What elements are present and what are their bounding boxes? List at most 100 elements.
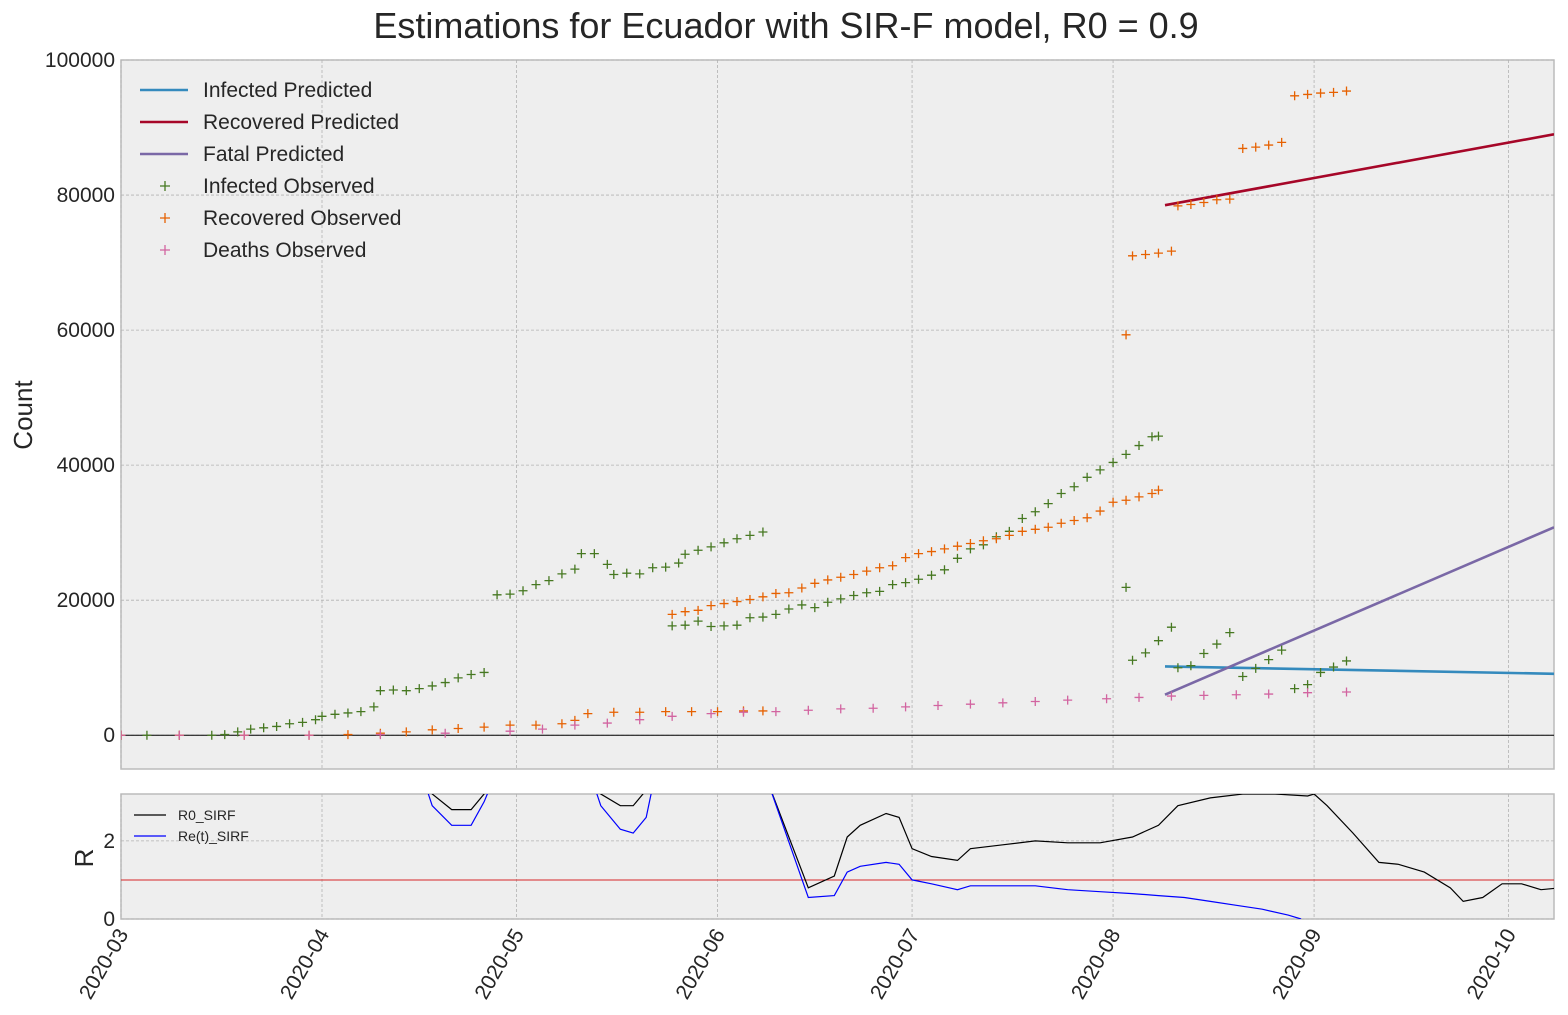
data-point (901, 702, 911, 712)
data-point (1212, 639, 1222, 649)
data-point (849, 570, 859, 580)
data-point (1329, 662, 1339, 672)
data-point (771, 609, 781, 619)
data-point (330, 709, 340, 719)
data-point (427, 681, 437, 691)
data-point (719, 621, 729, 631)
data-point (272, 721, 282, 731)
data-point (803, 705, 813, 715)
data-point (1303, 688, 1313, 698)
main-gridlines (120, 59, 1554, 769)
data-point (680, 549, 690, 559)
data-point (304, 730, 314, 740)
data-point (648, 563, 658, 573)
data-point (1342, 656, 1352, 666)
r-y-axis-label: R (69, 849, 99, 868)
data-point (1030, 524, 1040, 534)
data-point (589, 549, 599, 559)
x-tick-label: 2020-07 (866, 925, 924, 1003)
data-point (1153, 636, 1163, 646)
data-point (933, 701, 943, 711)
data-point (1238, 143, 1248, 153)
data-point (518, 586, 528, 596)
data-point (713, 707, 723, 717)
data-point (440, 728, 450, 738)
x-tick-label: 2020-10 (1462, 925, 1520, 1003)
data-point (1264, 655, 1274, 665)
data-point (1095, 506, 1105, 516)
data-point (343, 708, 353, 718)
data-point (1238, 671, 1248, 681)
data-point (635, 715, 645, 725)
data-point (901, 553, 911, 563)
data-point (207, 730, 217, 740)
data-point (797, 600, 807, 610)
data-point (557, 719, 567, 729)
r-legend: R0_SIRF Re(t)_SIRF (134, 807, 249, 844)
data-point (1264, 140, 1274, 150)
data-point (1199, 197, 1209, 207)
data-point (544, 576, 554, 586)
data-point (1134, 441, 1144, 451)
data-point (939, 544, 949, 554)
data-point (862, 588, 872, 598)
data-point (1030, 696, 1040, 706)
data-point (1121, 449, 1131, 459)
data-point (453, 723, 463, 733)
main-y-tick-label: 40000 (57, 454, 115, 477)
legend-label: Recovered Predicted (203, 111, 399, 134)
main-series-layer (121, 86, 1554, 740)
data-point (1102, 694, 1112, 704)
data-point (927, 547, 937, 557)
data-point (401, 686, 411, 696)
data-point (1108, 457, 1118, 467)
data-point (661, 707, 671, 717)
main-plot-area (120, 59, 1555, 770)
data-point (1153, 431, 1163, 441)
data-point (174, 730, 184, 740)
data-point (401, 727, 411, 737)
data-point (732, 620, 742, 630)
data-point (531, 580, 541, 590)
data-point (1173, 663, 1183, 673)
data-point (1316, 88, 1326, 98)
data-point (1277, 645, 1287, 655)
main-y-axis-label: Count (8, 380, 38, 450)
data-point (1017, 526, 1027, 536)
data-point (1069, 482, 1079, 492)
data-point (1082, 513, 1092, 523)
data-point (836, 572, 846, 582)
data-point (142, 730, 152, 740)
legend-marker-swatch (160, 213, 170, 223)
data-point (680, 620, 690, 630)
data-point (1056, 518, 1066, 528)
r-y-tick-labels: 02 (103, 830, 115, 931)
r-legend-label: Re(t)_SIRF (178, 828, 249, 844)
data-point (1017, 513, 1027, 523)
data-point (810, 578, 820, 588)
data-point (1251, 142, 1261, 152)
data-point (849, 590, 859, 600)
series-line-fatal-predicted (1164, 526, 1554, 696)
data-point (693, 545, 703, 555)
data-point (298, 717, 308, 727)
data-point (317, 711, 327, 721)
data-point (492, 590, 502, 600)
data-point (1128, 251, 1138, 261)
data-point (914, 549, 924, 559)
data-point (1069, 516, 1079, 526)
data-point (667, 609, 677, 619)
r-legend-label: R0_SIRF (178, 807, 236, 823)
data-point (693, 605, 703, 615)
data-point (233, 727, 243, 737)
data-point (1166, 622, 1176, 632)
data-point (1121, 330, 1131, 340)
data-point (1303, 89, 1313, 99)
data-point (369, 702, 379, 712)
data-point (1277, 137, 1287, 147)
data-point (758, 527, 768, 537)
legend-label: Deaths Observed (203, 239, 366, 262)
data-point (1199, 690, 1209, 700)
legend-label: Infected Observed (203, 175, 375, 198)
